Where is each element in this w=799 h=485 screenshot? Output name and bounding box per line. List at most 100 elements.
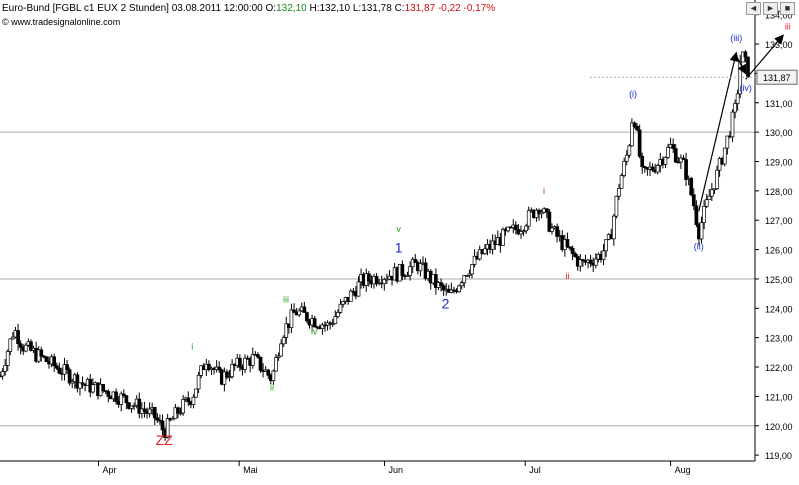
candle-body bbox=[266, 369, 271, 376]
wave-label: (ii) bbox=[694, 242, 704, 252]
wave-arrow bbox=[698, 51, 739, 212]
wave-arrow bbox=[745, 34, 784, 80]
candle-body bbox=[673, 148, 678, 163]
open-value: 132,10 bbox=[276, 3, 307, 14]
candle-body bbox=[526, 210, 531, 227]
candle-body bbox=[302, 306, 307, 313]
candle-body bbox=[11, 336, 15, 340]
close-label: C: bbox=[394, 3, 405, 14]
wave-label: 2 bbox=[442, 295, 450, 311]
candle-body bbox=[501, 228, 505, 246]
candle-body bbox=[547, 211, 552, 232]
candle-body bbox=[663, 156, 668, 165]
y-tick-label: 121,00 bbox=[765, 392, 793, 402]
wave-arrow bbox=[735, 55, 747, 75]
candle-body bbox=[129, 405, 134, 409]
maximize-button[interactable]: ■ bbox=[780, 2, 795, 15]
candle-body bbox=[176, 407, 180, 414]
candle-body bbox=[191, 396, 196, 405]
candle-body bbox=[699, 222, 704, 240]
wave-label: v bbox=[396, 224, 401, 234]
candle-body bbox=[8, 338, 13, 352]
candle-body bbox=[459, 282, 464, 287]
y-tick-label: 128,00 bbox=[765, 187, 793, 197]
y-tick-label: 134,00 bbox=[765, 11, 793, 21]
candle-body bbox=[152, 407, 157, 419]
candle-body bbox=[733, 103, 737, 113]
candle-body bbox=[279, 343, 283, 357]
low-label: L: bbox=[352, 3, 362, 14]
candle-body bbox=[312, 318, 317, 328]
candle-body bbox=[199, 365, 204, 376]
wave-label: ii bbox=[270, 383, 274, 393]
candle-body bbox=[341, 301, 345, 305]
x-tick-label: Apr bbox=[102, 465, 116, 475]
candle-body bbox=[434, 274, 438, 288]
candle-body bbox=[418, 263, 423, 272]
candle-body bbox=[622, 160, 627, 176]
candle-body bbox=[103, 390, 108, 392]
candle-body bbox=[227, 376, 232, 379]
chart-header: Euro-Bund [FGBL c1 EUX 2 Stunden] 03.08.… bbox=[0, 0, 799, 30]
candle-body bbox=[256, 354, 260, 358]
candle-body bbox=[439, 282, 443, 286]
candle-body bbox=[78, 382, 82, 389]
candle-body bbox=[617, 188, 621, 197]
candle-body bbox=[258, 356, 263, 371]
y-tick-label: 133,00 bbox=[765, 40, 793, 50]
candle-body bbox=[194, 388, 198, 398]
candle-body bbox=[385, 278, 389, 281]
candle-body bbox=[181, 399, 185, 414]
candle-body bbox=[178, 412, 183, 415]
candle-body bbox=[405, 275, 410, 277]
candle-body bbox=[3, 365, 8, 372]
wave-label: iii bbox=[283, 294, 289, 304]
candle-body bbox=[640, 155, 645, 167]
candle-body bbox=[519, 231, 523, 235]
candle-body bbox=[635, 126, 639, 131]
candle-body bbox=[712, 188, 717, 191]
high-value: 132,10 bbox=[319, 3, 351, 14]
candle-body bbox=[408, 266, 412, 276]
candle-body bbox=[196, 374, 201, 390]
candle-body bbox=[513, 224, 518, 230]
candle-body bbox=[127, 402, 131, 409]
change-value: -0,22 bbox=[437, 3, 461, 14]
candle-body bbox=[281, 337, 286, 345]
candle-body bbox=[366, 273, 371, 282]
x-tick-label: Jun bbox=[389, 465, 404, 475]
low-value: 131,78 bbox=[361, 3, 392, 14]
candle-body bbox=[746, 56, 750, 78]
candle-body bbox=[289, 309, 294, 328]
scroll-left-button[interactable]: ◄ bbox=[746, 2, 761, 15]
candle-body bbox=[671, 144, 676, 149]
candle-body bbox=[619, 175, 624, 189]
candle-body bbox=[707, 195, 712, 200]
candle-body bbox=[725, 135, 730, 149]
candle-body bbox=[650, 166, 655, 171]
candle-body bbox=[400, 264, 405, 277]
candle-body bbox=[694, 205, 699, 225]
candle-body bbox=[207, 363, 211, 370]
scroll-right-button[interactable]: ► bbox=[763, 2, 778, 15]
candle-body bbox=[715, 169, 719, 190]
wave-label: (iii) bbox=[730, 33, 742, 43]
close-value: 131,87 bbox=[404, 3, 436, 14]
candle-body bbox=[413, 258, 418, 263]
candle-body bbox=[637, 129, 642, 157]
candle-body bbox=[124, 395, 129, 404]
candle-body bbox=[565, 239, 570, 248]
candle-body bbox=[573, 253, 578, 257]
candle-body bbox=[477, 249, 482, 260]
candle-body bbox=[356, 281, 361, 297]
candle-body bbox=[147, 408, 152, 414]
candle-body bbox=[521, 230, 526, 233]
y-tick-label: 126,00 bbox=[765, 246, 793, 256]
candle-body bbox=[333, 316, 338, 324]
candle-body bbox=[462, 275, 467, 284]
candle-body bbox=[382, 279, 387, 285]
candle-body bbox=[170, 418, 175, 421]
candle-body bbox=[222, 371, 227, 385]
y-tick-label: 123,00 bbox=[765, 334, 793, 344]
